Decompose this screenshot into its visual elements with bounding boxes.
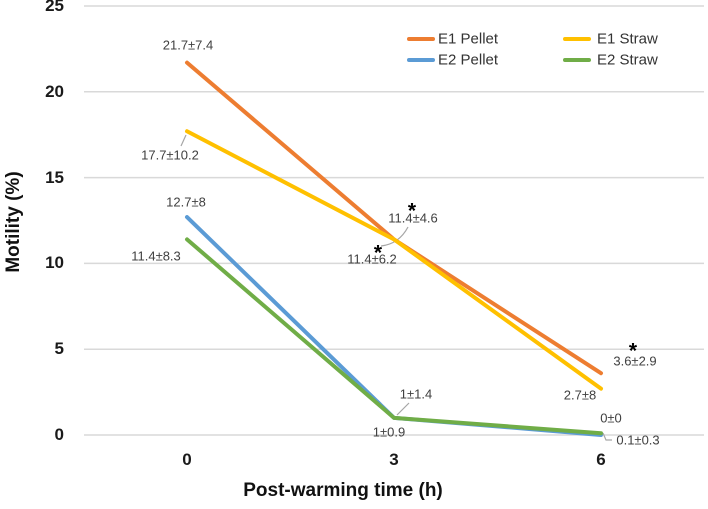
significance-asterisk: * (373, 241, 383, 265)
y-tick-label-20: 20 (45, 81, 64, 101)
y-tick-label-10: 10 (45, 253, 64, 273)
x-tick-label-0: 0 (182, 450, 192, 469)
data-label-e1-pellet-t3: 11.4±4.6 (388, 210, 438, 226)
legend-label-e1-straw: E1 Straw (597, 30, 658, 48)
y-tick-label-5: 5 (54, 339, 64, 359)
y-tick-label-15: 15 (45, 167, 64, 187)
data-label-e1-straw-t6: 2.7±8 (563, 387, 597, 403)
data-label-e2-straw-t3: 1±0.9 (372, 424, 406, 440)
series-line-e2-straw (185, 237, 603, 436)
data-label-e1-straw-t0: 17.7±10.2 (141, 147, 199, 163)
significance-asterisk: * (628, 339, 638, 363)
significance-asterisk: * (407, 199, 417, 223)
data-label-e1-pellet-t0: 21.7±7.4 (162, 37, 214, 53)
x-axis-title: Post-warming time (h) (243, 480, 443, 501)
y-tick-label-25: 25 (45, 0, 64, 15)
legend-label-e2-straw: E2 Straw (597, 51, 658, 69)
x-tick-label-6: 6 (596, 450, 606, 469)
label-leader-line (396, 402, 410, 416)
data-label-e2-pellet-t3: 1±1.4 (399, 386, 433, 402)
legend-swatch-e2-pellet (407, 58, 435, 62)
legend-label-e2-pellet: E2 Pellet (438, 51, 499, 69)
label-leader-line (180, 134, 187, 147)
label-leader-line (602, 432, 612, 441)
data-label-e2-pellet-t0: 12.7±8 (166, 194, 206, 210)
data-label-e1-pellet-t6: 3.6±2.9 (613, 353, 657, 369)
legend-swatch-e1-pellet (407, 37, 435, 41)
data-label-e2-straw-t0: 11.4±8.3 (131, 248, 181, 264)
data-label-e1-straw-t3: 11.4±6.2 (347, 251, 397, 267)
x-tick-label-3: 3 (389, 450, 399, 469)
y-tick-label-0: 0 (54, 425, 64, 444)
legend-swatch-e1-straw (563, 37, 591, 41)
legend-swatch-e2-straw (563, 58, 591, 62)
y-axis-title: Motility (%) (3, 171, 24, 273)
series-line-e1-straw (185, 129, 603, 391)
data-label-e2-straw-t6: 0.1±0.3 (616, 432, 660, 448)
data-label-e2-pellet-t6: 0±0 (600, 410, 622, 426)
legend-label-e1-pellet: E1 Pellet (438, 30, 499, 48)
